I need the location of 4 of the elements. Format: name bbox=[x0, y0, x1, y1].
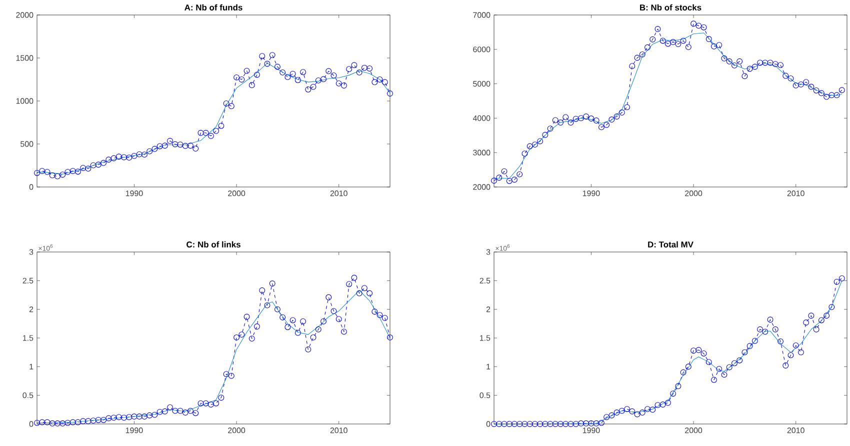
chart-title: A: Nb of funds bbox=[184, 4, 242, 10]
chart-title: D: Total MV bbox=[648, 241, 694, 248]
chart-title: B: Nb of stocks bbox=[640, 4, 702, 10]
chart-title: C: Nb of links bbox=[186, 241, 240, 248]
